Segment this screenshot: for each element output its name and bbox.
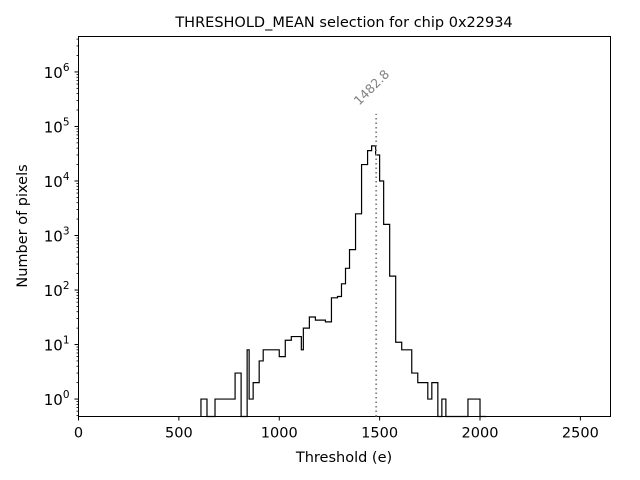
- x-tick-label: 0: [74, 426, 83, 442]
- x-tick-label: 2500: [562, 426, 599, 442]
- x-tick-label: 500: [165, 426, 193, 442]
- y-tick-label: 100: [44, 389, 70, 409]
- y-tick-label: 102: [44, 280, 70, 300]
- x-axis: 0 500 1000 1500 2000 2500: [74, 416, 599, 442]
- x-axis-label: Threshold (e): [295, 450, 392, 466]
- mean-threshold-label: 1482.8: [351, 66, 393, 108]
- y-tick-label: 101: [44, 335, 70, 355]
- y-tick-label: 103: [44, 225, 70, 245]
- y-axis: 100 101 102 103 104 105 106: [44, 38, 79, 416]
- y-tick-label: 106: [44, 62, 70, 82]
- x-tick-label: 1500: [361, 426, 398, 442]
- histogram-outline: [200, 145, 487, 418]
- x-tick-label: 2000: [462, 426, 499, 442]
- series-layer: [200, 145, 487, 418]
- y-axis-label: Number of pixels: [15, 164, 31, 287]
- chart-title: THRESHOLD_MEAN selection for chip 0x2293…: [174, 15, 512, 31]
- y-tick-label: 104: [44, 171, 70, 191]
- x-tick-label: 1000: [261, 426, 298, 442]
- plot-frame: [78, 36, 611, 417]
- y-tick-label: 105: [44, 116, 70, 136]
- annotation-layer: 1482.8: [351, 66, 393, 417]
